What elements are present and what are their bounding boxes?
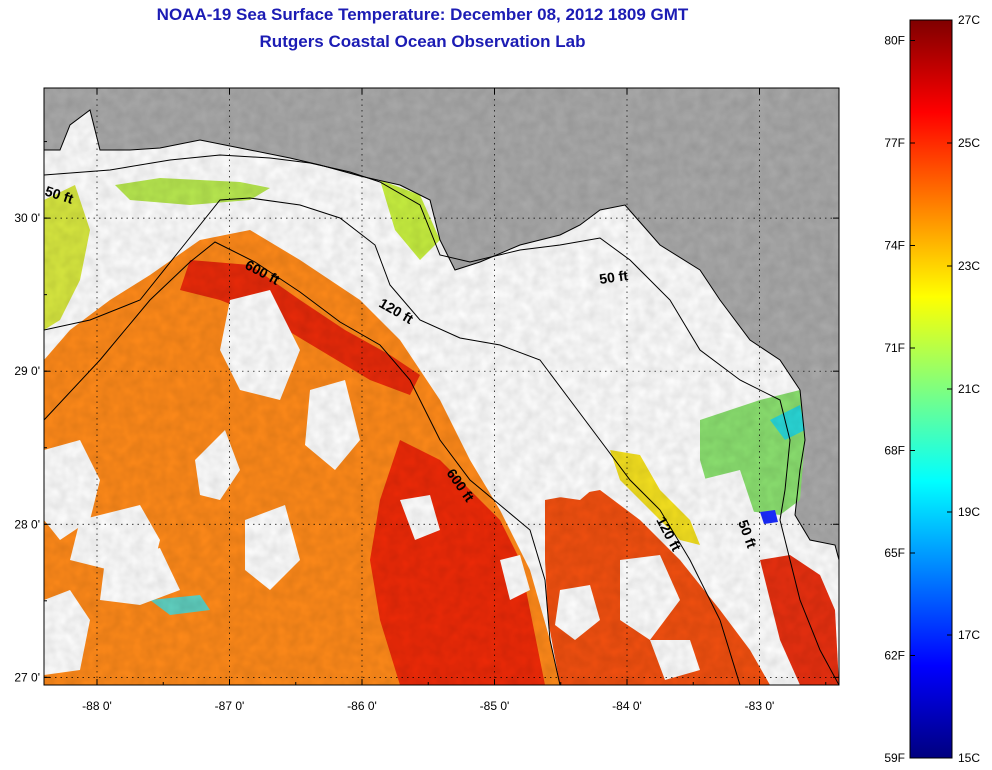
x-tick-label: -85 0' xyxy=(480,699,510,713)
x-tick-label: -88 0' xyxy=(82,699,112,713)
temperature-colorbar xyxy=(909,19,953,759)
colorbar-f-label: 71F xyxy=(884,341,905,355)
page-subtitle: Rutgers Coastal Ocean Observation Lab xyxy=(259,32,586,51)
y-tick-label: 30 0' xyxy=(14,211,40,225)
contour-600ft xyxy=(44,241,561,685)
contour-label-50ft-east: 50 ft xyxy=(598,267,629,287)
colorbar-f-label: 65F xyxy=(884,546,905,560)
y-tick-label: 28 0' xyxy=(14,517,40,531)
coastline xyxy=(44,109,839,561)
page-title: NOAA-19 Sea Surface Temperature: Decembe… xyxy=(156,5,689,24)
x-tick-label: -83 0' xyxy=(745,699,775,713)
lat-lon-grid xyxy=(44,88,839,685)
colorbar-c-label: 19C xyxy=(958,505,980,519)
satellite-noise-texture xyxy=(44,88,839,685)
colorbar-c-label: 15C xyxy=(958,751,980,765)
x-tick-label: -87 0' xyxy=(215,699,245,713)
axis-ticks xyxy=(44,88,839,685)
y-tick-labels: 27 0' 28 0' 29 0' 30 0' xyxy=(14,211,40,684)
colorbar-ticks xyxy=(910,19,952,759)
colorbar-c-label: 21C xyxy=(958,382,980,396)
x-tick-label: -86 0' xyxy=(347,699,377,713)
x-tick-label: -84 0' xyxy=(612,699,642,713)
plot-frame xyxy=(43,87,840,686)
colorbar-f-label: 77F xyxy=(884,136,905,150)
colorbar-f-label: 68F xyxy=(884,444,905,458)
bathymetry-contours xyxy=(44,154,839,685)
colorbar-f-label: 74F xyxy=(884,239,905,253)
colorbar-c-label: 25C xyxy=(958,136,980,150)
contour-50ft xyxy=(44,154,839,685)
colorbar-f-label: 80F xyxy=(884,34,905,48)
x-tick-labels: -88 0' -87 0' -86 0' -85 0' -84 0' -83 0' xyxy=(82,699,774,713)
y-tick-label: 27 0' xyxy=(14,670,40,684)
colorbar-f-label: 62F xyxy=(884,649,905,663)
colorbar-c-label: 23C xyxy=(958,259,980,273)
colorbar-fahrenheit-labels: 80F 77F 74F 71F 68F 65F 62F 59F xyxy=(884,34,905,766)
colorbar-f-label: 59F xyxy=(884,751,905,765)
y-tick-label: 29 0' xyxy=(14,364,40,378)
colorbar-c-label: 27C xyxy=(958,13,980,27)
colorbar-c-label: 17C xyxy=(958,628,980,642)
contour-120ft xyxy=(44,197,741,685)
colorbar-celsius-labels: 27C 25C 23C 21C 19C 17C 15C xyxy=(958,13,980,765)
